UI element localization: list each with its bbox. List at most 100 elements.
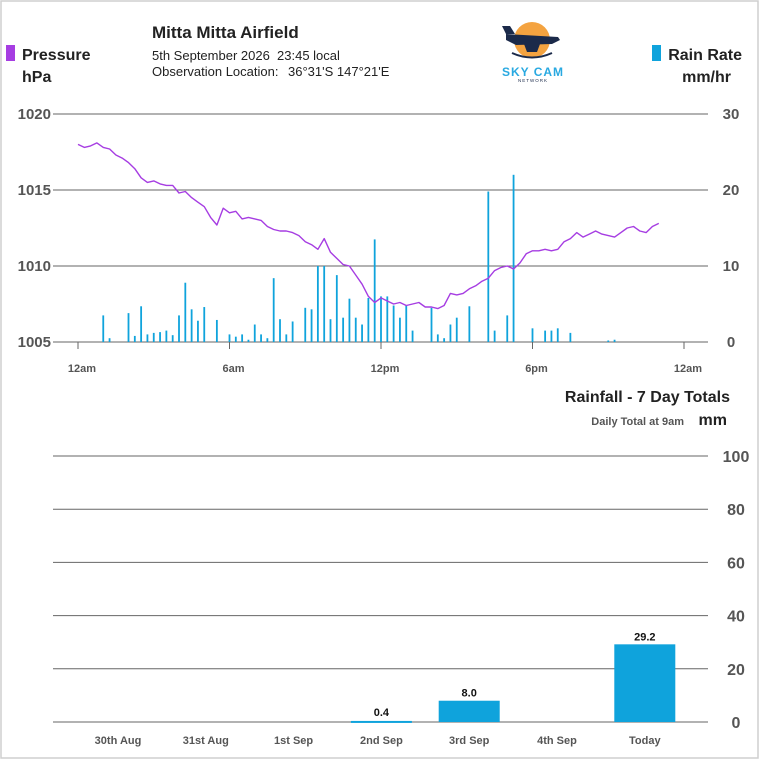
rain-rate-tick-label: 20	[723, 182, 740, 199]
rainfall-bar	[438, 700, 500, 722]
rainfall-tick-label: 100	[723, 449, 750, 466]
rain-rate-bar	[108, 338, 111, 342]
pressure-tick-label: 1010	[18, 258, 51, 275]
rainfall-chart-title: Rainfall - 7 Day Totals	[565, 389, 730, 406]
rain-rate-bar	[304, 307, 307, 342]
rain-rate-bar	[335, 275, 338, 342]
rain-rate-bar	[228, 334, 231, 342]
rain-rate-bar	[455, 317, 458, 342]
rain-rate-bar	[190, 309, 193, 342]
rain-rate-bar	[544, 330, 547, 342]
rainfall-data-label: 8.0	[462, 688, 477, 700]
rainfall-chart-axis-labels: 100 80 60 40 20 0 30th Aug 31st Aug 1st Sep 2nd S…	[95, 449, 750, 747]
rain-rate-bar	[247, 339, 250, 342]
location-label: Observation Location:	[152, 64, 278, 79]
rain-rate-bar	[316, 266, 319, 342]
rainfall-category-label: Today	[629, 735, 661, 747]
rainfall-category-label: 31st Aug	[183, 735, 229, 747]
time-tick-label: 6am	[222, 363, 244, 375]
rain-rate-bar	[531, 328, 534, 342]
rain-rate-bar	[405, 305, 408, 342]
rainfall-chart-subtitle: Daily Total at 9am	[591, 416, 684, 428]
rainfall-category-label: 2nd Sep	[360, 735, 403, 747]
sky-cam-logo: SKY CAM NETWORK	[502, 22, 564, 83]
rain-rate-bar	[569, 332, 572, 342]
pressure-axis-unit: hPa	[22, 69, 51, 86]
pressure-line	[77, 142, 660, 310]
rain-rate-bar	[367, 297, 370, 342]
rainfall-category-label: 4th Sep	[537, 735, 577, 747]
rain-rate-tick-label: 0	[727, 334, 735, 351]
rain-rate-bar	[234, 336, 237, 342]
rain-rate-bar	[613, 339, 616, 342]
rainfall-tick-label: 40	[727, 609, 745, 626]
rain-rate-bar	[468, 306, 471, 342]
time-tick-label: 12am	[68, 363, 96, 375]
rain-rate-bar	[272, 278, 275, 342]
rain-rate-bar	[342, 317, 345, 342]
rain-rate-bar	[373, 239, 376, 342]
rain-rate-bar	[380, 296, 382, 342]
rainfall-bar	[614, 644, 676, 722]
rain-rate-bar	[506, 315, 509, 342]
rain-rate-bar	[329, 319, 332, 342]
rainfall-category-label: 30th Aug	[95, 735, 142, 747]
time-tick-label: 6pm	[525, 363, 548, 375]
rain-rate-bar	[386, 296, 389, 342]
pressure-legend-swatch	[6, 45, 15, 61]
pressure-tick-label: 1020	[18, 106, 51, 123]
pressure-line-layer	[77, 142, 660, 310]
rain-rate-bar	[133, 335, 136, 342]
rain-rate-bar	[607, 340, 610, 342]
rain-rate-bar	[197, 320, 199, 342]
rain-rate-tick-label: 30	[723, 106, 740, 123]
rainfall-bars: 0.4 8.0 29.2	[350, 631, 676, 723]
rain-rate-bars	[102, 174, 616, 342]
rainfall-tick-label: 0	[732, 715, 741, 732]
rain-rate-bar	[279, 319, 281, 342]
rain-rate-axis-unit: mm/hr	[682, 69, 731, 86]
rain-rate-bar	[443, 338, 446, 342]
rain-rate-axis-label: Rain Rate	[668, 47, 742, 64]
pressure-axis-label: Pressure	[22, 47, 91, 64]
rain-rate-bar	[184, 282, 187, 342]
rain-rate-bar	[550, 330, 553, 342]
time-tick-label: 12am	[674, 363, 702, 375]
rain-rate-bar	[411, 330, 414, 342]
rain-rate-bar	[430, 307, 433, 342]
rain-rate-bar	[512, 174, 515, 342]
rainfall-unit-label: mm	[699, 412, 727, 429]
rain-rate-bar	[487, 191, 490, 342]
rain-rate-bar	[165, 330, 168, 342]
rain-rate-bar	[178, 315, 180, 342]
rainfall-category-label: 3rd Sep	[449, 735, 490, 747]
rain-rate-legend-swatch	[652, 45, 661, 61]
rain-rate-bar	[493, 330, 496, 342]
rain-rate-bar	[556, 328, 559, 342]
rainfall-data-label: 29.2	[634, 631, 655, 643]
pressure-tick-label: 1015	[18, 182, 51, 199]
logo-name: SKY CAM	[502, 65, 564, 79]
rain-rate-bar	[285, 334, 288, 342]
rainfall-tick-label: 20	[727, 662, 745, 679]
rain-rate-bar	[146, 334, 149, 342]
observation-datetime: 5th September 2026 23:45 local	[152, 48, 340, 63]
rain-rate-bar	[203, 307, 206, 342]
logo-swoosh	[511, 52, 553, 59]
rain-rate-bar	[348, 298, 351, 342]
rain-rate-bar	[215, 319, 218, 342]
rainfall-category-label: 1st Sep	[274, 735, 313, 747]
rain-rate-bar	[354, 317, 357, 342]
time-tick-label: 12pm	[371, 363, 400, 375]
rainfall-tick-label: 60	[727, 555, 745, 572]
plane-body	[506, 34, 560, 45]
rain-rate-bar	[241, 334, 244, 342]
rain-rate-bar	[310, 309, 313, 342]
rain-rate-bar	[102, 315, 105, 342]
rain-rate-bar	[159, 332, 161, 342]
location-value: 36°31'S 147°21'E	[288, 64, 390, 79]
rain-rate-bar	[266, 338, 269, 342]
